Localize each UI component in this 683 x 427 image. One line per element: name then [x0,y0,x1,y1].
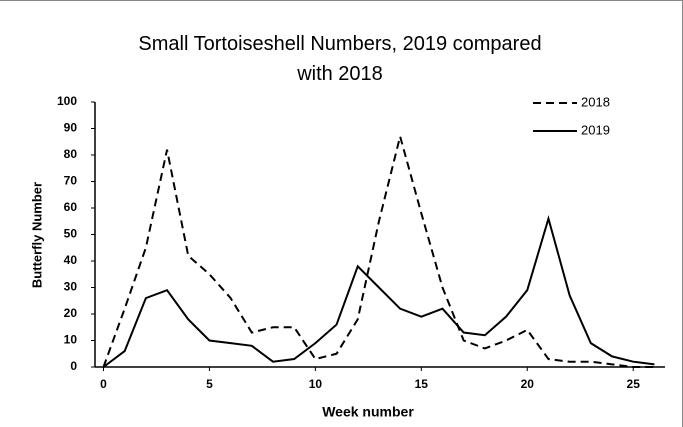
x-tick-label: 25 [627,377,641,391]
x-tick-label: 15 [415,377,429,391]
y-tick-label: 10 [64,333,78,347]
x-tick-label: 10 [309,377,323,391]
y-tick-label: 60 [64,200,78,214]
y-tick-label: 90 [64,121,78,135]
y-tick-label: 30 [64,280,78,294]
y-tick-label: 100 [57,94,77,108]
x-tick-label: 0 [100,377,107,391]
legend-label: 2018 [581,94,610,109]
x-tick-label: 20 [521,377,535,391]
y-tick-label: 70 [64,174,78,188]
y-tick-label: 20 [64,306,78,320]
chart-title: Small Tortoiseshell Numbers, 2019 compar… [138,33,541,85]
x-axis-label: Week number [322,404,414,420]
y-tick-label: 0 [70,359,77,373]
y-axis-label: Butterfly Number [29,182,44,288]
x-tick-label: 5 [206,377,213,391]
y-tick-label: 80 [64,147,78,161]
line-series [102,214,655,368]
line-series [102,132,655,368]
legend-label: 2019 [581,122,610,137]
y-tick-label: 40 [64,253,78,267]
y-tick-label: 50 [64,227,78,241]
